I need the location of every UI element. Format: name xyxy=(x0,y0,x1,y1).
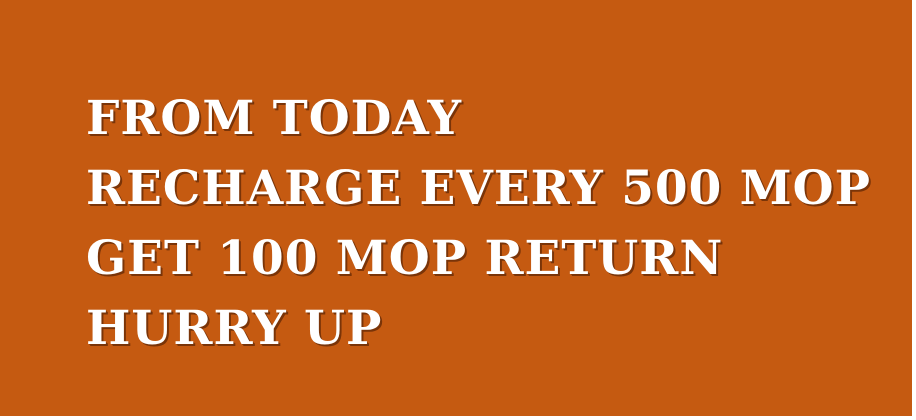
promo-line-from-today: FROM TODAY xyxy=(86,91,463,146)
promo-text-block: FROM TODAY RECHARGE EVERY 500 MOP GET 10… xyxy=(86,84,871,364)
promo-line-return-offer: GET 100 MOP RETURN xyxy=(86,231,724,286)
page-margin-bottom xyxy=(0,416,916,420)
page-margin-right xyxy=(912,0,916,420)
promo-line-hurry-up: HURRY UP xyxy=(86,301,383,356)
promo-line-recharge-offer: RECHARGE EVERY 500 MOP xyxy=(86,161,871,216)
